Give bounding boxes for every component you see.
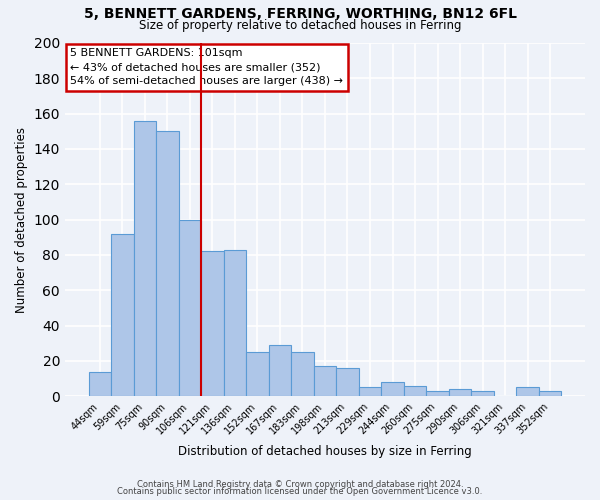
Bar [134,120,156,396]
X-axis label: Distribution of detached houses by size in Ferring: Distribution of detached houses by size … [178,444,472,458]
Bar [449,389,472,396]
Bar [336,368,359,396]
Bar [426,391,449,396]
Text: 5 BENNETT GARDENS: 101sqm
← 43% of detached houses are smaller (352)
54% of semi: 5 BENNETT GARDENS: 101sqm ← 43% of detac… [70,48,343,86]
Text: Contains HM Land Registry data © Crown copyright and database right 2024.: Contains HM Land Registry data © Crown c… [137,480,463,489]
Bar [224,250,246,396]
Text: Contains public sector information licensed under the Open Government Licence v3: Contains public sector information licen… [118,487,482,496]
Bar [359,388,381,396]
Bar [517,388,539,396]
Bar [246,352,269,397]
Bar [111,234,134,396]
Bar [381,382,404,396]
Y-axis label: Number of detached properties: Number of detached properties [15,126,28,312]
Bar [291,352,314,397]
Bar [156,132,179,396]
Bar [89,372,111,396]
Text: Size of property relative to detached houses in Ferring: Size of property relative to detached ho… [139,19,461,32]
Bar [179,220,201,396]
Bar [201,252,224,396]
Bar [539,391,562,396]
Bar [314,366,336,396]
Bar [269,345,291,397]
Text: 5, BENNETT GARDENS, FERRING, WORTHING, BN12 6FL: 5, BENNETT GARDENS, FERRING, WORTHING, B… [83,8,517,22]
Bar [472,391,494,396]
Bar [404,386,426,396]
